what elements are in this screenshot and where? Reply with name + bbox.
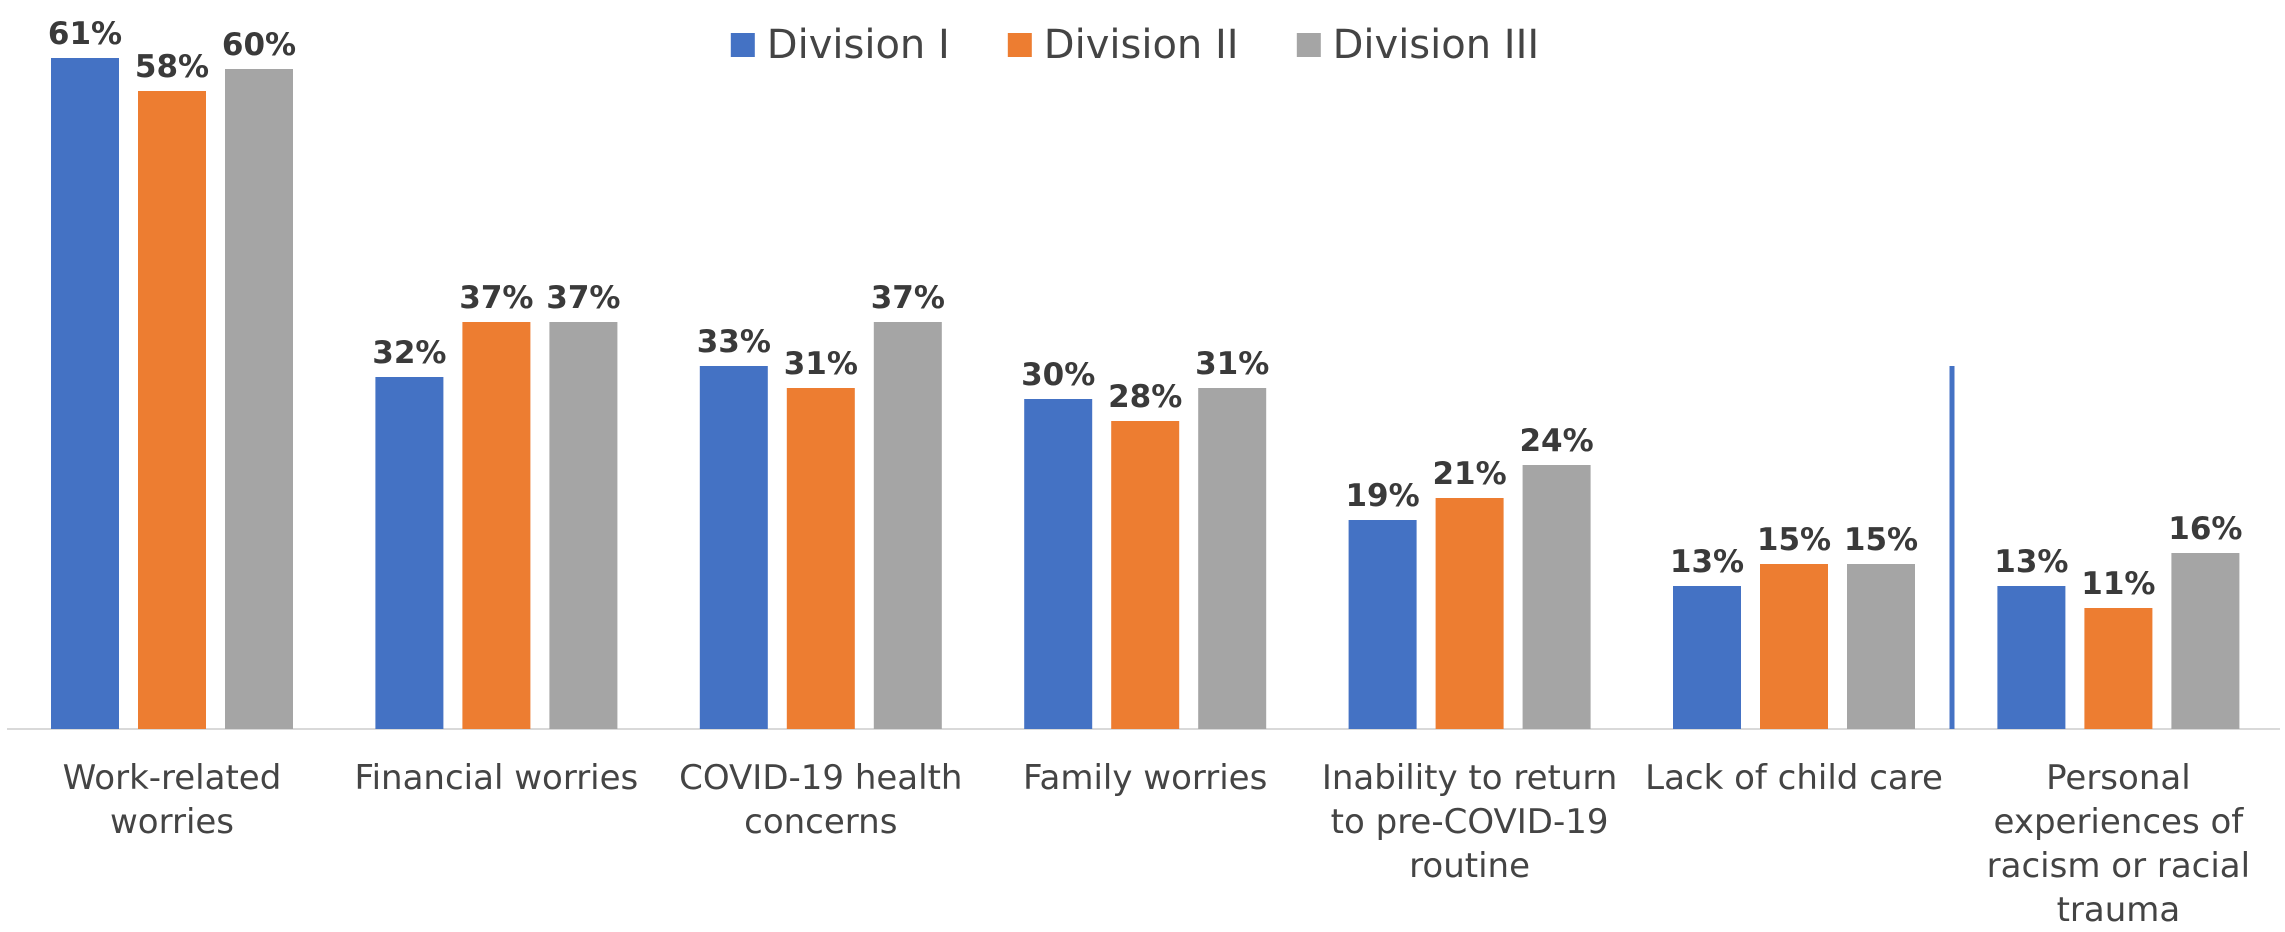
legend-item: Division II: [1007, 22, 1239, 68]
data-label: 31%: [1195, 346, 1269, 382]
bar: [1198, 388, 1267, 729]
legend-label: Division III: [1332, 22, 1540, 68]
data-label: 32%: [372, 335, 446, 371]
bar: [873, 322, 942, 729]
x-tick-label: Financial worries: [354, 758, 639, 798]
data-label: 15%: [1757, 522, 1831, 558]
legend-swatch: [1007, 33, 1032, 57]
data-label: 61%: [48, 16, 122, 52]
data-label: 37%: [546, 280, 620, 316]
data-label: 11%: [2081, 566, 2155, 602]
x-tick-label: Family worries: [1023, 758, 1268, 798]
bar: [375, 377, 444, 729]
bar: [2084, 608, 2153, 729]
legend-label: Division II: [1043, 22, 1239, 68]
bar: [51, 58, 119, 729]
bar: [2171, 553, 2240, 729]
data-label: 28%: [1108, 379, 1182, 415]
data-label: 15%: [1844, 522, 1918, 558]
bar: [1997, 586, 2066, 729]
legend-item: Division III: [1296, 22, 1540, 68]
data-label: 30%: [1021, 357, 1095, 393]
data-label: 58%: [135, 49, 209, 85]
x-tick-label: Inability to return to pre-COVID-19 rout…: [1321, 758, 1618, 886]
data-label: 60%: [222, 27, 296, 63]
data-label: 37%: [871, 280, 945, 316]
legend-swatch: [1296, 33, 1321, 57]
data-label: 31%: [784, 346, 858, 382]
bar: [225, 69, 293, 729]
bar: [1024, 399, 1093, 729]
data-label: 24%: [1519, 423, 1593, 459]
bar: [1348, 520, 1417, 729]
data-label: 21%: [1432, 456, 1506, 492]
bar: [1111, 421, 1180, 729]
bar: [138, 91, 206, 729]
legend-swatch: [730, 33, 755, 57]
x-tick-label: Work-related worries: [62, 758, 282, 842]
bar: [1760, 564, 1828, 729]
bar: [1673, 586, 1741, 729]
data-label: 16%: [2168, 511, 2242, 547]
x-tick-label: Personal experiences of racism or racial…: [1986, 758, 2251, 930]
legend-label: Division I: [766, 22, 950, 68]
bar: [1522, 465, 1591, 729]
bar: [786, 388, 855, 729]
data-label: 13%: [1994, 544, 2068, 580]
data-label: 37%: [459, 280, 533, 316]
bar: [549, 322, 618, 729]
x-tick-label: Lack of child care: [1645, 758, 1943, 798]
data-label: 13%: [1670, 544, 1744, 580]
data-label: 33%: [697, 324, 771, 360]
bar: [699, 366, 768, 729]
bar: [1435, 498, 1504, 729]
bar: [462, 322, 531, 729]
bar: [1847, 564, 1915, 729]
legend: Division I Division II Division III: [730, 22, 1540, 68]
x-tick-label: COVID-19 health concerns: [679, 758, 963, 842]
legend-item: Division I: [730, 22, 950, 68]
data-label: 19%: [1345, 478, 1419, 514]
